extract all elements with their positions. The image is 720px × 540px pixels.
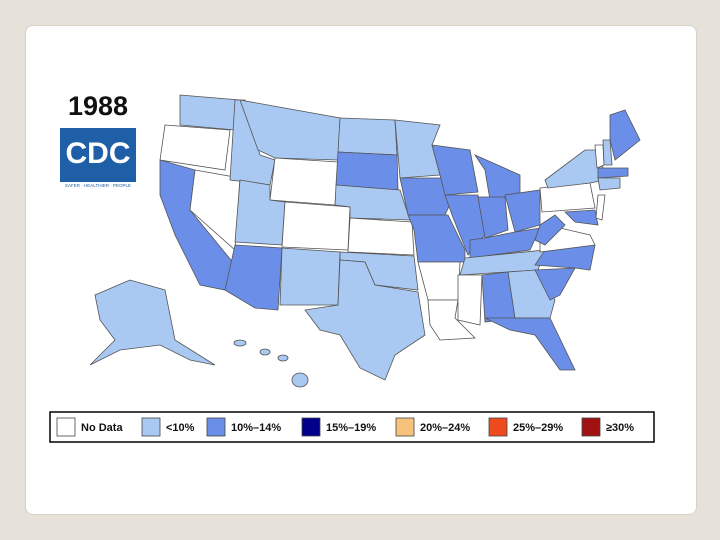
state-region bbox=[534, 244, 596, 271]
logo-tagline: SAFER · HEALTHIER · PEOPLE bbox=[65, 183, 131, 188]
state-region bbox=[473, 154, 521, 201]
legend-swatch bbox=[488, 417, 508, 437]
legend-label: 25%–29% bbox=[513, 422, 563, 434]
state-region bbox=[595, 194, 606, 221]
state-region bbox=[609, 109, 641, 161]
legend-label: 10%–14% bbox=[231, 422, 281, 434]
state-region bbox=[534, 267, 576, 301]
state-region bbox=[602, 139, 613, 166]
state-region bbox=[159, 124, 231, 171]
state-region bbox=[233, 339, 247, 347]
legend-label: 15%–19% bbox=[326, 422, 376, 434]
state-region bbox=[281, 201, 351, 251]
state-region bbox=[504, 189, 541, 233]
map-year: 1988 bbox=[68, 91, 128, 121]
legend-swatch bbox=[581, 417, 601, 437]
state-region bbox=[417, 261, 461, 301]
legend-swatch bbox=[206, 417, 226, 437]
legend-label: <10% bbox=[166, 422, 195, 434]
state-region bbox=[179, 94, 241, 131]
legend-label: ≥30% bbox=[606, 422, 634, 434]
legend-swatch bbox=[56, 417, 76, 437]
legend-label: No Data bbox=[81, 422, 123, 434]
state-region bbox=[594, 144, 605, 169]
state-region bbox=[239, 99, 341, 161]
state-region bbox=[224, 244, 283, 311]
state-region bbox=[507, 269, 556, 319]
state-region bbox=[335, 151, 399, 191]
legend-swatch bbox=[395, 417, 415, 437]
state-region bbox=[431, 144, 479, 196]
state-region bbox=[304, 259, 426, 381]
state-region bbox=[279, 247, 341, 306]
state-region bbox=[347, 217, 415, 256]
state-region bbox=[399, 177, 453, 216]
state-region bbox=[337, 117, 398, 156]
state-region bbox=[597, 177, 621, 191]
state-region bbox=[457, 274, 483, 326]
state-region bbox=[277, 354, 289, 362]
state-region bbox=[291, 372, 309, 388]
us-map bbox=[89, 94, 641, 388]
state-region bbox=[484, 317, 576, 371]
legend-swatch bbox=[141, 417, 161, 437]
state-region bbox=[564, 209, 599, 226]
legend-swatch bbox=[301, 417, 321, 437]
legend: No Data <10% 10%–14% 15%–19% 20%–24% 25%–29% ≥… bbox=[56, 417, 634, 437]
state-region bbox=[597, 167, 629, 179]
state-region bbox=[477, 196, 509, 239]
legend-label: 20%–24% bbox=[420, 422, 470, 434]
state-region bbox=[269, 157, 339, 206]
state-region bbox=[534, 214, 566, 246]
logo-box bbox=[60, 128, 136, 182]
state-region bbox=[259, 348, 271, 356]
state-region bbox=[89, 279, 216, 366]
logo-text: CDC bbox=[66, 137, 131, 170]
